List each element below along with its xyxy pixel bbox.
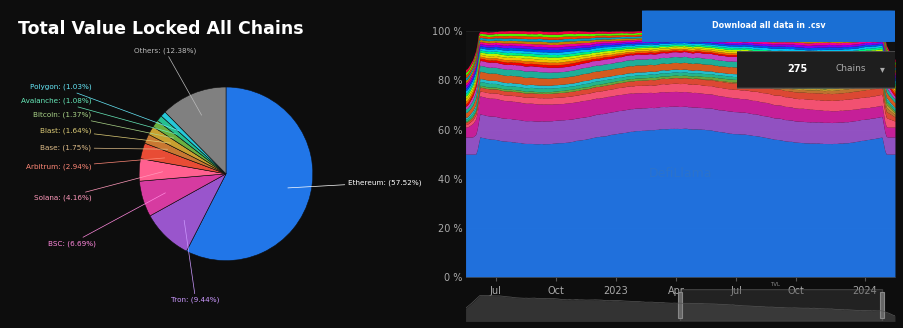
Text: BSC: (6.69%): BSC: (6.69%) — [48, 193, 165, 247]
Text: Bitcoin: (1.37%): Bitcoin: (1.37%) — [33, 112, 173, 138]
Wedge shape — [139, 174, 226, 216]
Text: Total Value Locked All Chains: Total Value Locked All Chains — [18, 20, 303, 38]
Text: Blast: (1.64%): Blast: (1.64%) — [40, 127, 171, 143]
Text: Others: (12.38%): Others: (12.38%) — [134, 47, 201, 115]
Wedge shape — [165, 87, 226, 174]
Text: Avalanche: (1.08%): Avalanche: (1.08%) — [21, 98, 176, 134]
Bar — [677, 292, 682, 318]
Wedge shape — [157, 116, 226, 174]
Text: Ethereum: (57.52%): Ethereum: (57.52%) — [287, 179, 421, 188]
Text: Arbitrum: (2.94%): Arbitrum: (2.94%) — [26, 158, 164, 170]
Wedge shape — [144, 134, 226, 174]
Bar — [680, 289, 881, 321]
Text: Solana: (4.16%): Solana: (4.16%) — [33, 172, 163, 201]
Wedge shape — [186, 87, 312, 261]
Text: TVL: TVL — [768, 282, 779, 287]
Wedge shape — [148, 127, 226, 174]
FancyBboxPatch shape — [634, 10, 901, 42]
Text: Download all data in .csv: Download all data in .csv — [711, 21, 824, 30]
Wedge shape — [161, 112, 226, 174]
Wedge shape — [150, 174, 226, 251]
Wedge shape — [139, 159, 226, 181]
Wedge shape — [153, 121, 226, 174]
FancyBboxPatch shape — [731, 51, 898, 88]
Text: Chains: Chains — [834, 64, 865, 73]
Text: DefiLlama: DefiLlama — [647, 167, 712, 180]
Bar — [879, 292, 883, 318]
Text: Base: (1.75%): Base: (1.75%) — [41, 145, 167, 151]
Text: ▾: ▾ — [879, 64, 884, 74]
Wedge shape — [140, 143, 226, 174]
Text: Tron: (9.44%): Tron: (9.44%) — [172, 220, 219, 303]
Text: 275: 275 — [786, 64, 806, 74]
Text: Polygon: (1.03%): Polygon: (1.03%) — [30, 84, 179, 131]
